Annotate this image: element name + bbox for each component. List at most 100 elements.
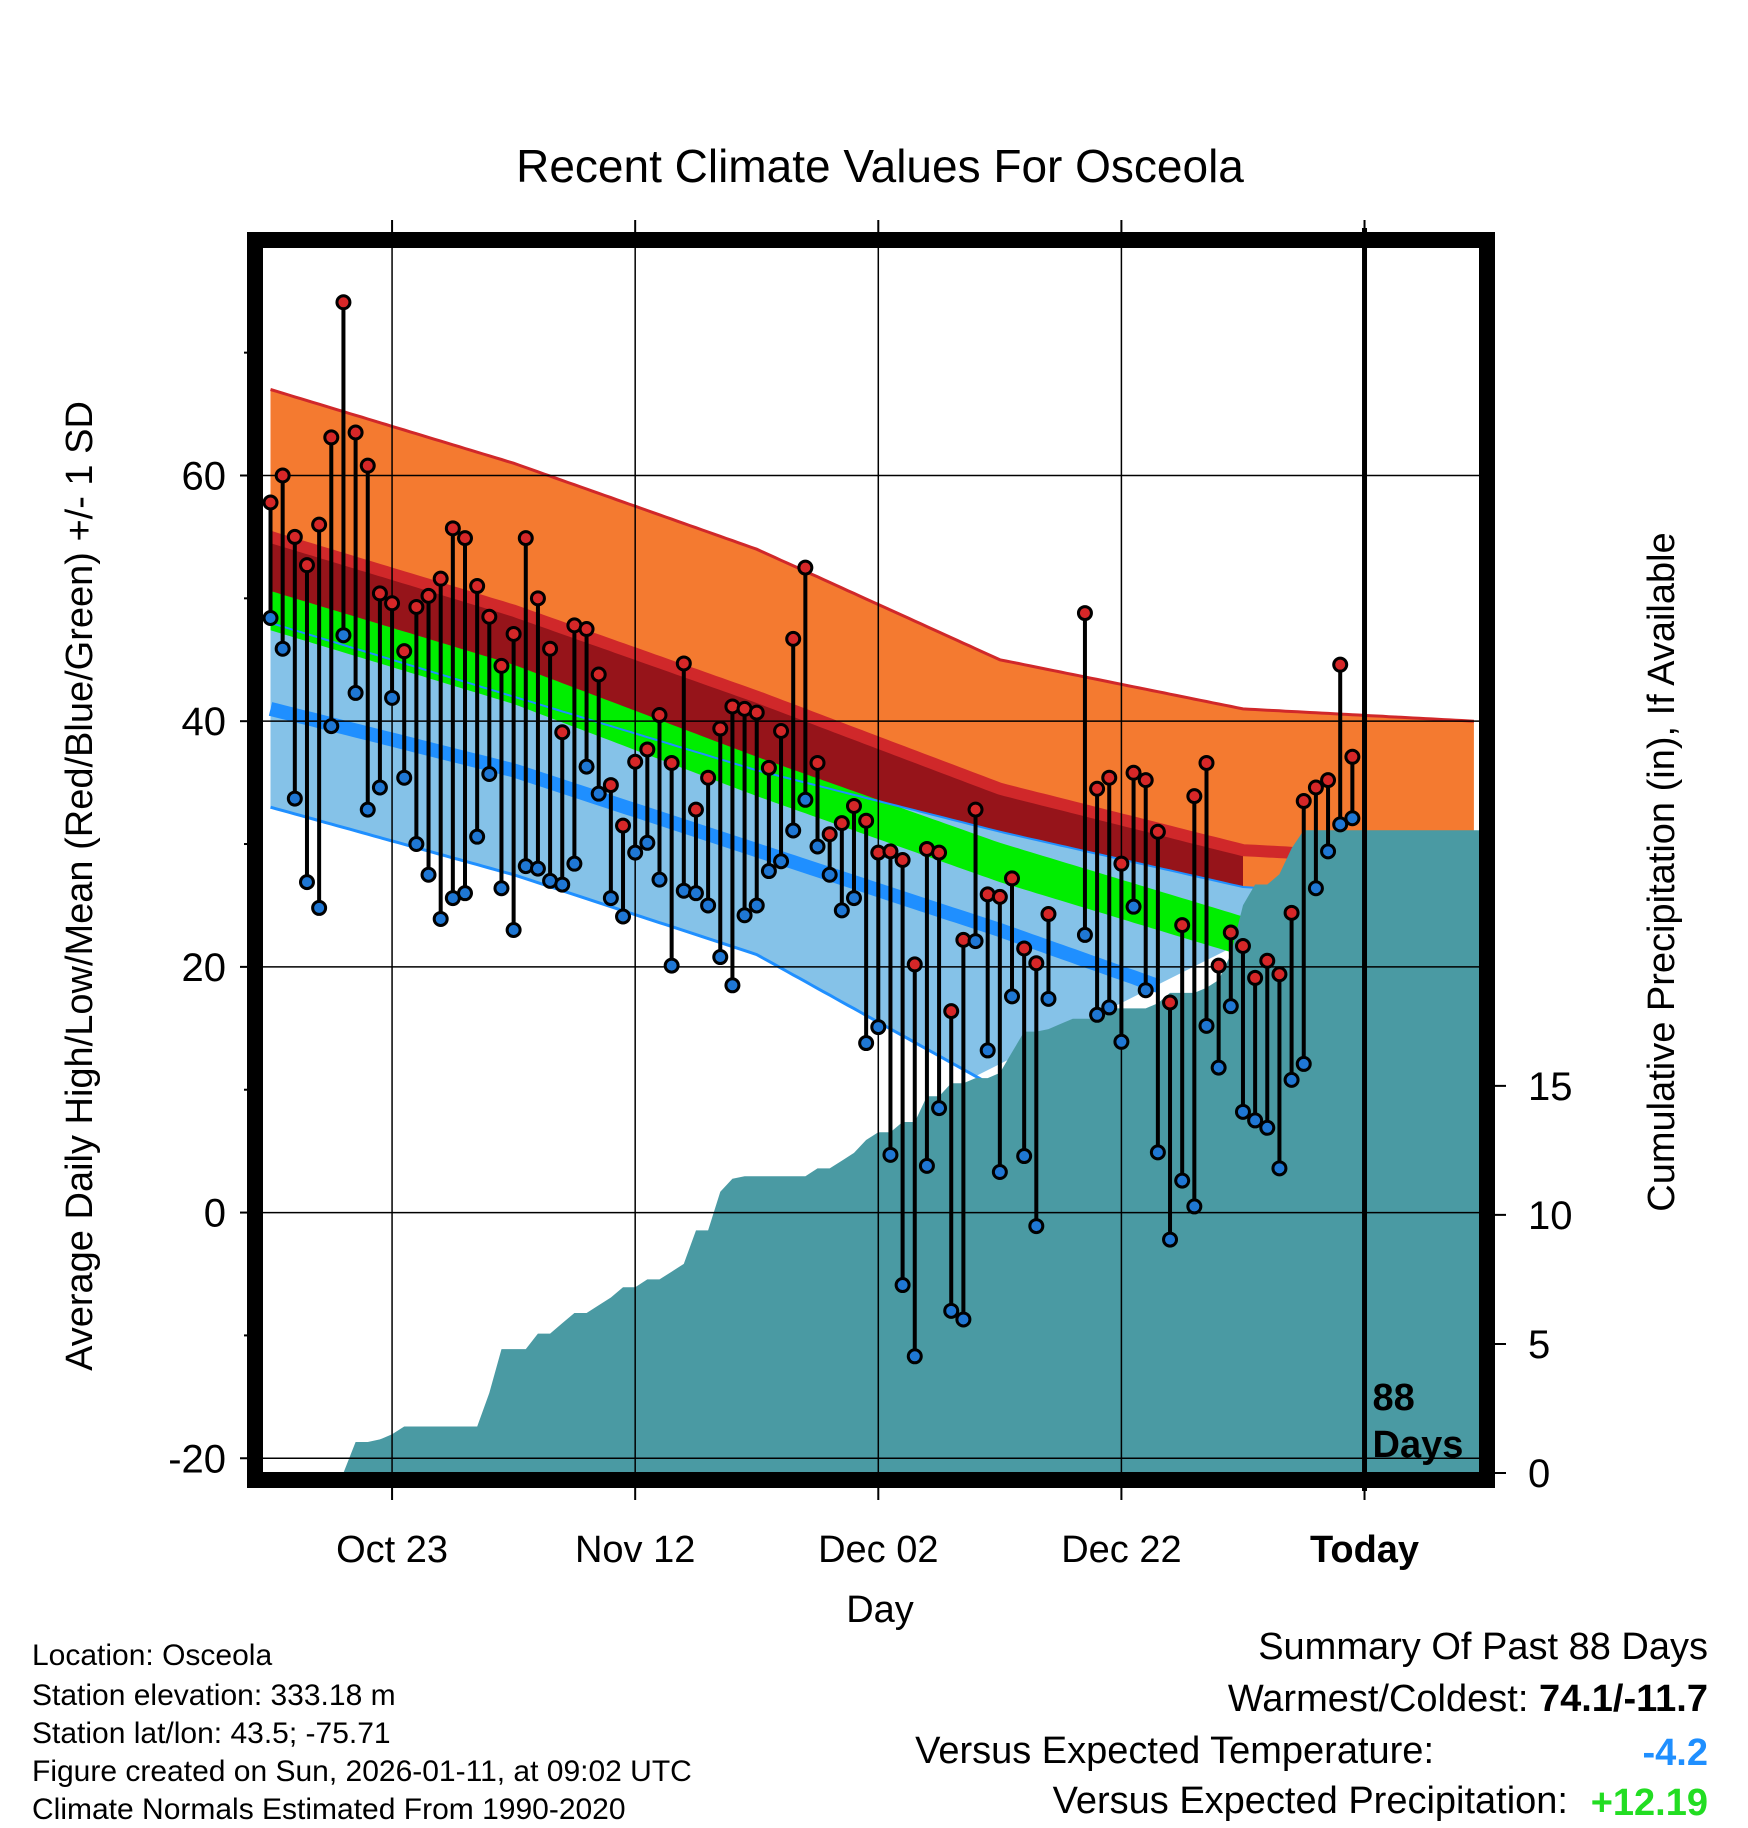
low-temp-point bbox=[663, 957, 680, 974]
high-temp-point bbox=[457, 530, 473, 547]
low-temp-point bbox=[602, 890, 619, 907]
low-temp-point bbox=[967, 933, 984, 950]
low-temp-point bbox=[870, 1019, 887, 1036]
low-temp-point bbox=[1247, 1112, 1264, 1129]
low-temp-point bbox=[1295, 1055, 1312, 1072]
low-temp-point bbox=[882, 1146, 899, 1163]
y-tick-label-left: 40 bbox=[182, 700, 227, 744]
high-temp-point bbox=[274, 467, 291, 484]
low-temp-point bbox=[639, 834, 656, 851]
low-temp-point bbox=[469, 828, 486, 845]
x-tick-label: Dec 22 bbox=[1061, 1529, 1181, 1571]
high-temp-point bbox=[1040, 906, 1057, 923]
high-temp-point bbox=[1259, 952, 1276, 969]
high-temp-point bbox=[1247, 969, 1264, 986]
high-temp-point bbox=[1198, 754, 1215, 771]
low-temp-point bbox=[457, 885, 473, 902]
low-temp-point bbox=[420, 866, 437, 883]
low-temp-point bbox=[396, 769, 413, 786]
high-mean-line bbox=[268, 531, 1475, 869]
high-temp-point bbox=[554, 724, 571, 741]
high-temp-point bbox=[687, 801, 704, 818]
footer-elevation: Station elevation: 333.18 m bbox=[32, 1679, 396, 1712]
high-temp-point bbox=[797, 559, 814, 576]
high-temp-point bbox=[748, 704, 765, 721]
cumulative-precip-area bbox=[343, 830, 1480, 1473]
low-temp-point bbox=[1222, 998, 1239, 1015]
high-temp-point bbox=[700, 769, 717, 786]
low-temp-point bbox=[833, 902, 850, 919]
low-temp-point bbox=[943, 1302, 960, 1319]
low-temp-point bbox=[724, 977, 741, 994]
precip-value: +12.19 bbox=[1590, 1782, 1708, 1824]
low-temp-point bbox=[1137, 982, 1154, 999]
low-temp-point bbox=[1174, 1172, 1191, 1189]
low-temp-point bbox=[918, 1157, 935, 1174]
high-temp-point bbox=[262, 494, 279, 511]
low-temp-point bbox=[1283, 1071, 1300, 1088]
days-unit-label: Days bbox=[1373, 1424, 1464, 1466]
temp-value: -4.2 bbox=[1642, 1732, 1708, 1774]
low-temp-point bbox=[1320, 843, 1337, 860]
x-tick-label: Oct 23 bbox=[336, 1529, 448, 1571]
high-temp-point bbox=[420, 587, 437, 604]
high-temp-point bbox=[943, 1003, 960, 1020]
low-temp-point bbox=[1016, 1148, 1033, 1165]
high-temp-point bbox=[1028, 955, 1045, 972]
y-tick-label-right: 10 bbox=[1528, 1194, 1573, 1238]
chart-title: Recent Climate Values For Osceola bbox=[516, 140, 1244, 192]
plot-frame bbox=[247, 232, 1495, 1488]
high-temp-point bbox=[845, 797, 862, 814]
low-temp-point bbox=[736, 907, 753, 924]
low-temp-point bbox=[712, 949, 729, 966]
high-temp-point bbox=[529, 590, 546, 607]
high-temp-point bbox=[615, 817, 632, 834]
low-temp-point bbox=[760, 863, 777, 880]
high-temp-point bbox=[444, 520, 461, 537]
high-temp-point bbox=[1149, 823, 1166, 840]
low-temp-point bbox=[1076, 926, 1093, 943]
low-temp-point bbox=[1259, 1119, 1276, 1136]
high-temp-point bbox=[1283, 904, 1300, 921]
high-temp-point bbox=[1307, 779, 1324, 796]
low-temp-point bbox=[858, 1035, 875, 1052]
footer-location: Location: Osceola bbox=[32, 1639, 273, 1672]
high-temp-point bbox=[359, 457, 376, 474]
high-temp-point bbox=[1089, 780, 1106, 797]
y-tick-label-right: 15 bbox=[1528, 1065, 1573, 1109]
low-temp-point bbox=[1101, 999, 1118, 1016]
high-temp-point bbox=[432, 570, 449, 587]
high-temp-point bbox=[1222, 924, 1239, 941]
high-temp-point bbox=[481, 608, 498, 625]
y-axis-label-right: Cumulative Precipitation (in), If Availa… bbox=[1641, 532, 1683, 1211]
warm-cold-label: Warmest/Coldest: bbox=[1227, 1678, 1529, 1720]
low-temp-point bbox=[748, 897, 765, 914]
high-temp-point bbox=[347, 424, 364, 441]
low-temp-point bbox=[1113, 1033, 1130, 1050]
x-tick-label: Today bbox=[1310, 1529, 1419, 1571]
x-tick-label: Dec 02 bbox=[818, 1529, 938, 1571]
low-temp-point bbox=[1234, 1103, 1251, 1120]
high-temp-point bbox=[1174, 917, 1191, 934]
high-temp-point bbox=[493, 657, 510, 674]
high-temp-point bbox=[627, 753, 644, 770]
high-sd-band bbox=[270, 389, 1474, 894]
low-temp-point bbox=[481, 766, 498, 783]
y-tick-label-left: -20 bbox=[168, 1437, 226, 1481]
daily-range-stems bbox=[268, 302, 1355, 1357]
low-temp-point bbox=[335, 627, 352, 644]
high-temp-point bbox=[335, 294, 352, 311]
high-temp-point bbox=[590, 666, 607, 683]
low-temp-point bbox=[1186, 1198, 1203, 1215]
footer-latlon: Station lat/lon: 43.5; -75.71 bbox=[32, 1717, 391, 1750]
high-upper-sd-line bbox=[270, 388, 1474, 723]
low-temp-point bbox=[797, 791, 814, 808]
high-temp-point bbox=[773, 723, 790, 740]
high-temp-point bbox=[651, 707, 668, 724]
low-temp-point bbox=[1125, 898, 1142, 915]
low-mean-line bbox=[268, 702, 1161, 993]
high-temp-point bbox=[1295, 793, 1312, 810]
low-temp-point bbox=[955, 1311, 972, 1328]
low-temp-point bbox=[651, 871, 668, 888]
